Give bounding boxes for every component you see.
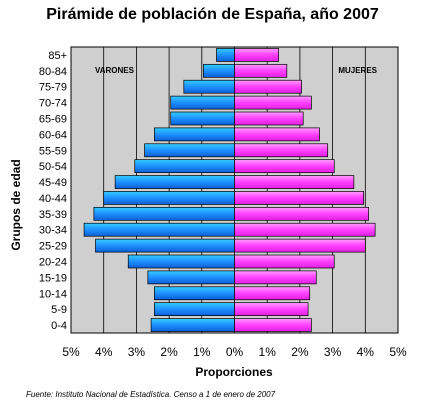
bar-mujeres-30-34 [234,222,376,237]
x-tick-label: 2% [160,345,178,359]
y-tick-label: 15-19 [39,272,67,284]
x-tick-label: 2% [291,345,309,359]
bar-varones-25-29 [95,238,235,253]
chart-title: Pirámide de población de España, año 200… [46,6,379,23]
bar-mujeres-20-24 [234,254,335,269]
y-tick-label: 75-79 [39,82,67,94]
bar-varones-10-14 [154,286,235,301]
bar-mujeres-55-59 [234,143,329,158]
x-tick-label: 3% [128,345,146,359]
bar-mujeres-0-4 [234,318,312,332]
bar-mujeres-60-64 [234,127,320,142]
bar-mujeres-45-49 [234,175,355,189]
bar-varones-50-54 [134,159,235,174]
x-tick-label: 3% [324,345,342,359]
y-tick-label: 50-54 [39,161,67,173]
bar-varones-60-64 [154,127,235,142]
x-tick-label: 4% [95,345,113,359]
legend-varones: VARONES [95,66,135,75]
y-tick-label: 40-44 [39,193,67,205]
bar-mujeres-75-79 [234,79,302,94]
bar-mujeres-85+ [234,48,279,62]
bar-mujeres-40-44 [234,191,365,205]
y-axis-label: Grupos de edad [9,159,23,250]
legend-mujeres: MUJERES [338,66,377,75]
bar-varones-75-79 [183,79,235,94]
x-tick-label: 5% [62,345,80,359]
y-tick-label: 35-39 [39,209,67,221]
y-tick-label: 55-59 [39,145,67,157]
bar-mujeres-5-9 [234,302,309,317]
bar-varones-5-9 [154,302,235,317]
bar-mujeres-25-29 [234,238,366,253]
bars-group [83,48,376,332]
bar-varones-85+ [216,48,235,62]
x-tick-label: 5% [389,345,407,359]
y-tick-label: 60-64 [39,129,67,141]
plot-border [70,46,399,334]
bar-varones-80-84 [203,63,235,78]
bar-mujeres-80-84 [234,63,288,78]
bar-varones-70-74 [170,95,235,110]
y-tick-labels: 85+ 80-84 75-79 70-74 65-69 60-64 55-59 50-54 45… [39,50,67,332]
bar-mujeres-50-54 [234,159,335,174]
bar-varones-55-59 [144,143,235,158]
x-axis-label: Proporciones [195,365,273,379]
x-tick-label: 0% [226,345,244,359]
x-tick-label: 1% [259,345,277,359]
y-tick-label: 80-84 [39,66,67,78]
bar-varones-20-24 [127,254,235,269]
x-tick-label: 4% [357,345,375,359]
bar-varones-15-19 [147,270,235,285]
y-tick-label: 25-29 [39,241,67,253]
bar-varones-0-4 [150,318,235,332]
bar-varones-40-44 [103,191,235,205]
y-tick-label: 70-74 [39,98,67,110]
bar-mujeres-35-39 [234,206,369,221]
x-tick-label: 1% [193,345,211,359]
y-tick-label: 45-49 [39,177,67,189]
bar-mujeres-70-74 [234,95,312,110]
bar-varones-35-39 [93,206,235,221]
source-note: Fuente: Instituto Nacional de Estadístic… [26,390,276,399]
y-tick-label: 85+ [48,50,67,62]
bar-varones-65-69 [170,111,235,126]
y-tick-label: 10-14 [39,288,67,300]
x-tick-labels: 5% 4% 3% 2% 1% 0% 1% 2% 3% 4% 5% [62,345,407,359]
bar-mujeres-65-69 [234,111,304,126]
y-tick-label: 65-69 [39,114,67,126]
y-tick-label: 0-4 [51,320,67,332]
bar-mujeres-10-14 [234,286,311,301]
bar-varones-30-34 [83,222,235,237]
bar-mujeres-15-19 [234,270,317,285]
y-tick-label: 5-9 [51,304,67,316]
y-tick-label: 30-34 [39,225,67,237]
y-tick-label: 20-24 [39,257,67,269]
bar-varones-45-49 [114,175,235,189]
